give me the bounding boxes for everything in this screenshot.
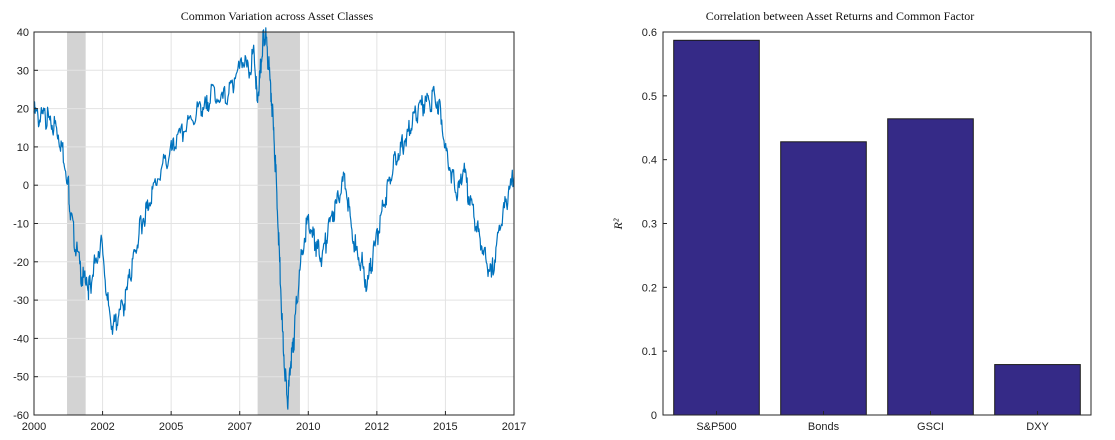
y-tick-label: -30: [13, 295, 29, 307]
x-tick-label: DXY: [1026, 421, 1049, 433]
y-tick-label: 0: [23, 180, 29, 192]
bar-sp500: [673, 39, 760, 416]
common-factor-series-line: [33, 27, 515, 410]
x-tick-label: 2017: [502, 421, 526, 433]
x-tick-label: Bonds: [808, 421, 840, 433]
y-tick-label: -10: [13, 219, 29, 231]
x-tick-label: 2015: [433, 421, 457, 433]
y-tick-label: 0.1: [642, 346, 657, 358]
y-tick-label: 0.5: [642, 91, 657, 103]
y-tick-label: 0.4: [642, 155, 657, 167]
line-chart-grid: [34, 32, 514, 415]
line-chart-title: Common Variation across Asset Classes: [181, 9, 374, 23]
y-tick-label: 0.2: [642, 282, 657, 294]
y-tick-label: 10: [17, 142, 29, 154]
bar-dxy: [994, 364, 1081, 416]
bar-chart-bars: [673, 39, 1081, 416]
x-tick-label: GSCI: [917, 421, 944, 433]
y-tick-label: 0.3: [642, 219, 657, 231]
y-tick-label: -20: [13, 257, 29, 269]
y-tick-label: 40: [17, 27, 29, 39]
line-chart: Common Variation across Asset Classes 20…: [13, 9, 526, 433]
y-tick-label: 30: [17, 65, 29, 77]
bar-chart: Correlation between Asset Returns and Co…: [611, 9, 1092, 433]
y-tick-label: 0: [651, 410, 657, 422]
x-tick-label: S&P500: [696, 421, 736, 433]
x-tick-label: 2005: [159, 421, 183, 433]
x-tick-label: 2000: [22, 421, 46, 433]
x-tick-label: 2012: [365, 421, 389, 433]
y-tick-label: -50: [13, 372, 29, 384]
bar-chart-title: Correlation between Asset Returns and Co…: [706, 9, 975, 23]
x-tick-label: 2007: [227, 421, 251, 433]
bar-chart-ticks: S&P500 Bonds GSCI DXY 0.6 0.5 0.4 0.3 0.2 0.1 0: [642, 27, 1050, 433]
y-tick-label: -60: [13, 410, 29, 422]
bar-gsci: [887, 118, 974, 416]
x-tick-label: 2010: [296, 421, 320, 433]
bar-chart-y-axis-label: R²: [611, 218, 625, 230]
bar-bonds: [780, 141, 867, 416]
y-tick-label: 20: [17, 104, 29, 116]
x-tick-label: 2002: [90, 421, 114, 433]
y-tick-label: -40: [13, 333, 29, 345]
line-chart-ticks: 2000 2002 2005 2007 2010 2012 2015 201740302010…: [13, 27, 526, 433]
y-tick-label: 0.6: [642, 27, 657, 39]
